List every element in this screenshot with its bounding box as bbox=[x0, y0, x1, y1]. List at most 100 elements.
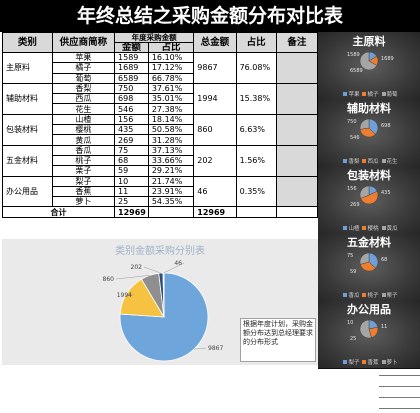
mini-slice-0[interactable] bbox=[368, 252, 379, 269]
amount-cell[interactable]: 59 bbox=[114, 165, 149, 177]
category-cell[interactable]: 辅助材料 bbox=[2, 82, 53, 115]
remark-cell[interactable] bbox=[275, 113, 319, 146]
share-cell[interactable]: 66.78% bbox=[147, 72, 195, 84]
total-share-empty[interactable] bbox=[235, 206, 277, 218]
mini-chart-3[interactable]: 五金材料 75 68 59 香瓜 桃子 栗子 bbox=[318, 233, 420, 302]
remark-cell[interactable] bbox=[275, 82, 319, 115]
group-total-cell[interactable]: 860 bbox=[193, 113, 237, 146]
share-cell[interactable]: 35.01% bbox=[147, 93, 195, 105]
category-cell[interactable]: 五金材料 bbox=[2, 144, 53, 177]
amount-cell[interactable]: 75 bbox=[114, 144, 149, 156]
amount-cell[interactable]: 156 bbox=[114, 113, 149, 126]
supplier-cell[interactable]: 橘子 bbox=[51, 62, 116, 74]
mini-slice-0[interactable] bbox=[368, 118, 379, 135]
group-share-cell[interactable]: 6.63% bbox=[235, 113, 277, 146]
supplier-cell[interactable]: 黄瓜 bbox=[51, 134, 116, 146]
group-total-cell[interactable]: 9867 bbox=[193, 52, 237, 84]
remark-cell[interactable] bbox=[275, 52, 319, 84]
category-cell[interactable]: 主原料 bbox=[2, 52, 53, 84]
header-share[interactable]: 占比 bbox=[147, 42, 195, 53]
share-cell[interactable]: 50.58% bbox=[147, 124, 195, 136]
mini-chart-1[interactable]: 辅助材料 750 698 546 香梨 西瓜 花生 bbox=[318, 99, 420, 168]
amount-cell[interactable]: 750 bbox=[114, 82, 149, 95]
mini-slice-2[interactable] bbox=[359, 185, 370, 199]
mini-data-label: 75 bbox=[347, 253, 354, 259]
remark-cell[interactable] bbox=[275, 144, 319, 177]
mini-slice-2[interactable] bbox=[359, 319, 372, 339]
total-empty[interactable] bbox=[147, 206, 195, 218]
category-cell[interactable]: 办公用品 bbox=[2, 175, 53, 208]
legend-swatch bbox=[381, 92, 386, 96]
supplier-cell[interactable]: 樱桃 bbox=[51, 124, 116, 136]
total-remark-empty[interactable] bbox=[275, 206, 319, 218]
share-cell[interactable]: 33.66% bbox=[147, 154, 195, 167]
share-cell[interactable]: 23.91% bbox=[147, 185, 195, 198]
supplier-cell[interactable]: 葡萄 bbox=[51, 72, 116, 84]
group-total-cell[interactable]: 1994 bbox=[193, 82, 237, 115]
supplier-cell[interactable]: 山楂 bbox=[51, 113, 116, 126]
mini-slice-2[interactable] bbox=[359, 252, 370, 265]
share-cell[interactable]: 29.21% bbox=[147, 165, 195, 177]
share-cell[interactable]: 27.38% bbox=[147, 103, 195, 115]
total-label[interactable]: 合计 bbox=[1, 206, 116, 218]
total-sum[interactable]: 12969 bbox=[193, 206, 237, 218]
group-total-cell[interactable]: 202 bbox=[193, 144, 237, 177]
mini-data-label: 435 bbox=[381, 190, 391, 196]
share-cell[interactable]: 37.13% bbox=[147, 144, 195, 156]
group-share-cell[interactable]: 76.08% bbox=[235, 52, 277, 84]
supplier-cell[interactable]: 香瓜 bbox=[51, 144, 116, 156]
header-remark[interactable]: 备注 bbox=[275, 32, 319, 53]
mini-slice-1[interactable] bbox=[360, 190, 379, 205]
mini-slice-2[interactable] bbox=[359, 118, 370, 130]
supplier-cell[interactable]: 西瓜 bbox=[51, 93, 116, 105]
share-cell[interactable]: 37.61% bbox=[147, 82, 195, 95]
summary-note[interactable]: 根据年度计划，采购金额分布达到总经理要求的分布形式 bbox=[240, 318, 316, 362]
share-cell[interactable]: 54.35% bbox=[147, 196, 195, 208]
mini-chart-2[interactable]: 包装材料 156 435 269 山楂 樱桃 黄瓜 bbox=[318, 166, 420, 235]
supplier-cell[interactable]: 苹果 bbox=[51, 51, 116, 64]
amount-cell[interactable]: 698 bbox=[114, 93, 149, 105]
supplier-cell[interactable]: 梨子 bbox=[51, 175, 116, 187]
amount-cell[interactable]: 6589 bbox=[114, 72, 149, 84]
mini-slice-2[interactable] bbox=[359, 51, 378, 71]
legend-label: 橘子 bbox=[367, 92, 379, 98]
header-amount[interactable]: 金额 bbox=[114, 42, 149, 53]
total-amount[interactable]: 12969 bbox=[114, 206, 149, 218]
mini-chart-4[interactable]: 办公用品 10 11 25 梨子 香蕉 萝卜 bbox=[318, 300, 420, 369]
group-share-cell[interactable]: 0.35% bbox=[235, 175, 277, 208]
remark-cell[interactable] bbox=[275, 175, 319, 208]
amount-cell[interactable]: 10 bbox=[114, 175, 149, 187]
amount-cell[interactable]: 1689 bbox=[114, 62, 149, 74]
share-cell[interactable]: 31.28% bbox=[147, 134, 195, 146]
supplier-cell[interactable]: 香蕉 bbox=[51, 185, 116, 198]
amount-cell[interactable]: 1589 bbox=[114, 51, 149, 64]
group-total-cell[interactable]: 46 bbox=[193, 175, 237, 208]
header-total-amount[interactable]: 总金额 bbox=[193, 32, 237, 53]
share-cell[interactable]: 17.12% bbox=[147, 62, 195, 74]
header-annual-amount[interactable]: 年度采购金额 bbox=[114, 32, 195, 43]
header-category[interactable]: 类别 bbox=[2, 32, 53, 53]
share-cell[interactable]: 16.10% bbox=[147, 51, 195, 64]
supplier-cell[interactable]: 香梨 bbox=[51, 82, 116, 95]
share-cell[interactable]: 18.14% bbox=[147, 113, 195, 126]
category-pie-chart[interactable]: 类别金额采购分别表 9867 1994 860 202 46 bbox=[2, 239, 318, 365]
amount-cell[interactable]: 435 bbox=[114, 124, 149, 136]
group-share-cell[interactable]: 15.38% bbox=[235, 82, 277, 115]
supplier-cell[interactable]: 萝卜 bbox=[51, 196, 116, 208]
supplier-cell[interactable]: 桃子 bbox=[51, 154, 116, 167]
supplier-cell[interactable]: 花生 bbox=[51, 103, 116, 115]
group-share-cell[interactable]: 1.56% bbox=[235, 144, 277, 177]
amount-cell[interactable]: 269 bbox=[114, 134, 149, 146]
category-cell[interactable]: 包装材料 bbox=[2, 113, 53, 146]
amount-cell[interactable]: 25 bbox=[114, 196, 149, 208]
mini-legend: 苹果 橘子 葡萄 bbox=[318, 90, 420, 98]
amount-cell[interactable]: 546 bbox=[114, 103, 149, 115]
supplier-cell[interactable]: 栗子 bbox=[51, 165, 116, 177]
header-total-share[interactable]: 占比 bbox=[235, 32, 277, 53]
header-supplier[interactable]: 供应商简称 bbox=[51, 32, 116, 53]
data-label-0: 9867 bbox=[208, 345, 223, 352]
share-cell[interactable]: 21.74% bbox=[147, 175, 195, 187]
amount-cell[interactable]: 11 bbox=[114, 185, 149, 198]
mini-chart-0[interactable]: 主原料 1589 1689 6589 苹果 橘子 葡萄 bbox=[318, 32, 420, 101]
amount-cell[interactable]: 68 bbox=[114, 154, 149, 167]
